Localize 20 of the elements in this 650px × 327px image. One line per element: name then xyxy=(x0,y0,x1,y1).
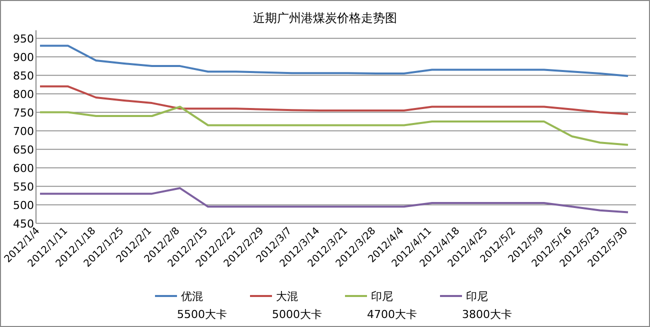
legend-label: 印尼 3800大卡 xyxy=(462,290,512,321)
y-tick-label: 900 xyxy=(13,50,34,64)
y-tick-label: 500 xyxy=(13,198,34,212)
y-tick-label: 450 xyxy=(13,217,34,230)
y-tick-label: 650 xyxy=(13,143,34,156)
legend-label: 优混 5500大卡 xyxy=(177,290,227,321)
y-tick-label: 550 xyxy=(13,180,34,194)
y-tick-label: 950 xyxy=(13,32,34,46)
y-tick-label: 800 xyxy=(13,88,34,101)
line-series xyxy=(39,85,629,116)
chart-title: 近期广州港煤炭价格走势图 xyxy=(253,11,397,25)
line-series xyxy=(39,44,629,78)
legend-label: 大混 5000大卡 xyxy=(272,290,322,321)
y-tick-label: 600 xyxy=(13,162,34,175)
y-tick-label: 750 xyxy=(13,106,34,120)
line-series xyxy=(39,187,629,214)
y-tick-label: 700 xyxy=(13,124,34,138)
line-series xyxy=(39,106,629,146)
legend-label: 印尼 4700大卡 xyxy=(367,290,417,321)
y-tick-label: 850 xyxy=(13,69,34,82)
